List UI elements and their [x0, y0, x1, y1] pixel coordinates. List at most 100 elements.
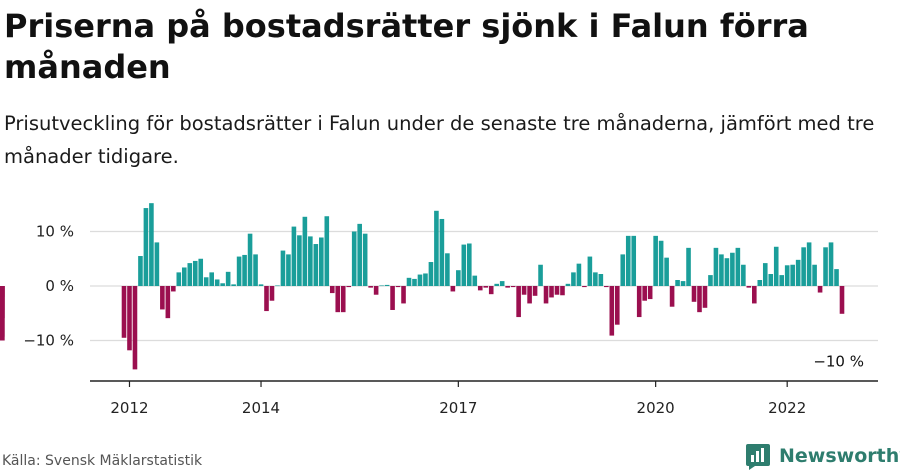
- bar: [527, 286, 532, 304]
- bar: [708, 275, 713, 286]
- bar: [680, 281, 686, 286]
- chart-title: Priserna på bostadsrätter sjönk i Falun …: [4, 7, 809, 86]
- bar: [319, 237, 324, 286]
- bar: [439, 218, 445, 286]
- bar: [445, 253, 450, 286]
- bar: [691, 286, 697, 302]
- bar: [730, 252, 735, 286]
- bar: [340, 286, 346, 313]
- newsworthy-logo-icon: [746, 444, 770, 470]
- bar: [806, 242, 812, 286]
- bar: [510, 286, 516, 288]
- bar: [593, 272, 598, 286]
- bar: [401, 286, 406, 304]
- bar: [582, 286, 587, 288]
- bar: [456, 270, 461, 286]
- bar: [757, 280, 763, 286]
- bar: [472, 275, 478, 286]
- bar: [149, 203, 154, 286]
- bar: [181, 267, 187, 286]
- bar: [297, 235, 302, 286]
- bar: [390, 286, 395, 310]
- bar: [302, 216, 308, 286]
- x-axis: 2012 2014 2017 2020 2022 −10 %: [90, 353, 878, 417]
- bar: [176, 272, 182, 286]
- x-tick-label: 2014: [242, 399, 280, 417]
- bar: [247, 233, 253, 286]
- bar: [516, 286, 521, 318]
- bar: [554, 286, 560, 295]
- bar: [532, 286, 538, 296]
- bar: [417, 274, 423, 286]
- bar: [538, 264, 543, 286]
- bar: [165, 286, 171, 319]
- bar: [702, 286, 708, 308]
- chart-subtitle: Prisutveckling för bostadsrätter i Falun…: [4, 112, 875, 168]
- bar: [324, 216, 330, 286]
- bar: [499, 281, 505, 286]
- bar: [214, 279, 220, 286]
- bar: [625, 235, 631, 286]
- bar: [291, 226, 297, 286]
- bar: [839, 286, 845, 314]
- bar: [275, 285, 280, 287]
- bar: [713, 247, 719, 286]
- bar: [209, 272, 214, 286]
- bar: [192, 260, 198, 286]
- bar: [795, 259, 801, 286]
- bar: [198, 258, 204, 286]
- y-tick-label: 0 %: [45, 277, 74, 295]
- bar: [790, 264, 795, 286]
- bar: [741, 264, 746, 286]
- bar: [477, 286, 483, 291]
- bar: [762, 263, 768, 286]
- bar: [724, 258, 730, 286]
- bar: [171, 286, 176, 292]
- bar: [395, 286, 401, 288]
- bar: [280, 250, 286, 286]
- bar: [658, 240, 664, 286]
- bar: [0, 286, 5, 341]
- bar: [521, 286, 527, 295]
- x-tick-label: 2012: [110, 399, 148, 417]
- bar: [269, 286, 275, 301]
- bar: [604, 286, 609, 288]
- bar: [286, 254, 291, 286]
- bar: [368, 286, 373, 288]
- bar: [697, 286, 702, 313]
- bar: [719, 254, 724, 286]
- bar: [828, 242, 834, 286]
- bar: [357, 223, 362, 286]
- bar: [203, 277, 209, 286]
- brand-name: Newsworthy: [779, 445, 900, 467]
- bar: [669, 286, 675, 307]
- bar: [187, 263, 193, 286]
- bar: [143, 208, 149, 286]
- bar: [779, 275, 785, 286]
- bar: [138, 256, 143, 286]
- brand-logo: Newsworthy: [745, 440, 900, 472]
- x-tick-label: 2022: [768, 399, 806, 417]
- bar: [220, 283, 225, 286]
- last-value-annotation: −10 %: [813, 353, 864, 371]
- bar: [406, 277, 412, 286]
- bar: [636, 286, 642, 318]
- bar: [675, 280, 680, 286]
- bar: [505, 286, 510, 288]
- bar: [598, 274, 604, 286]
- y-tick-label: −10 %: [23, 332, 74, 350]
- bar: [253, 254, 258, 286]
- bar: [373, 286, 379, 295]
- bar: [543, 286, 549, 304]
- bar: [231, 284, 236, 286]
- bar: [576, 263, 582, 286]
- bar-chart: 10 % 0 % −10 % 2012 2014 2017 2020 2022 −10 %: [0, 203, 878, 417]
- bar: [236, 256, 242, 286]
- bar: [494, 283, 500, 286]
- bar: [812, 264, 817, 286]
- bar: [335, 286, 341, 313]
- bar: [752, 286, 757, 304]
- bar: [242, 254, 247, 286]
- bar: [329, 286, 335, 294]
- bar: [154, 242, 160, 286]
